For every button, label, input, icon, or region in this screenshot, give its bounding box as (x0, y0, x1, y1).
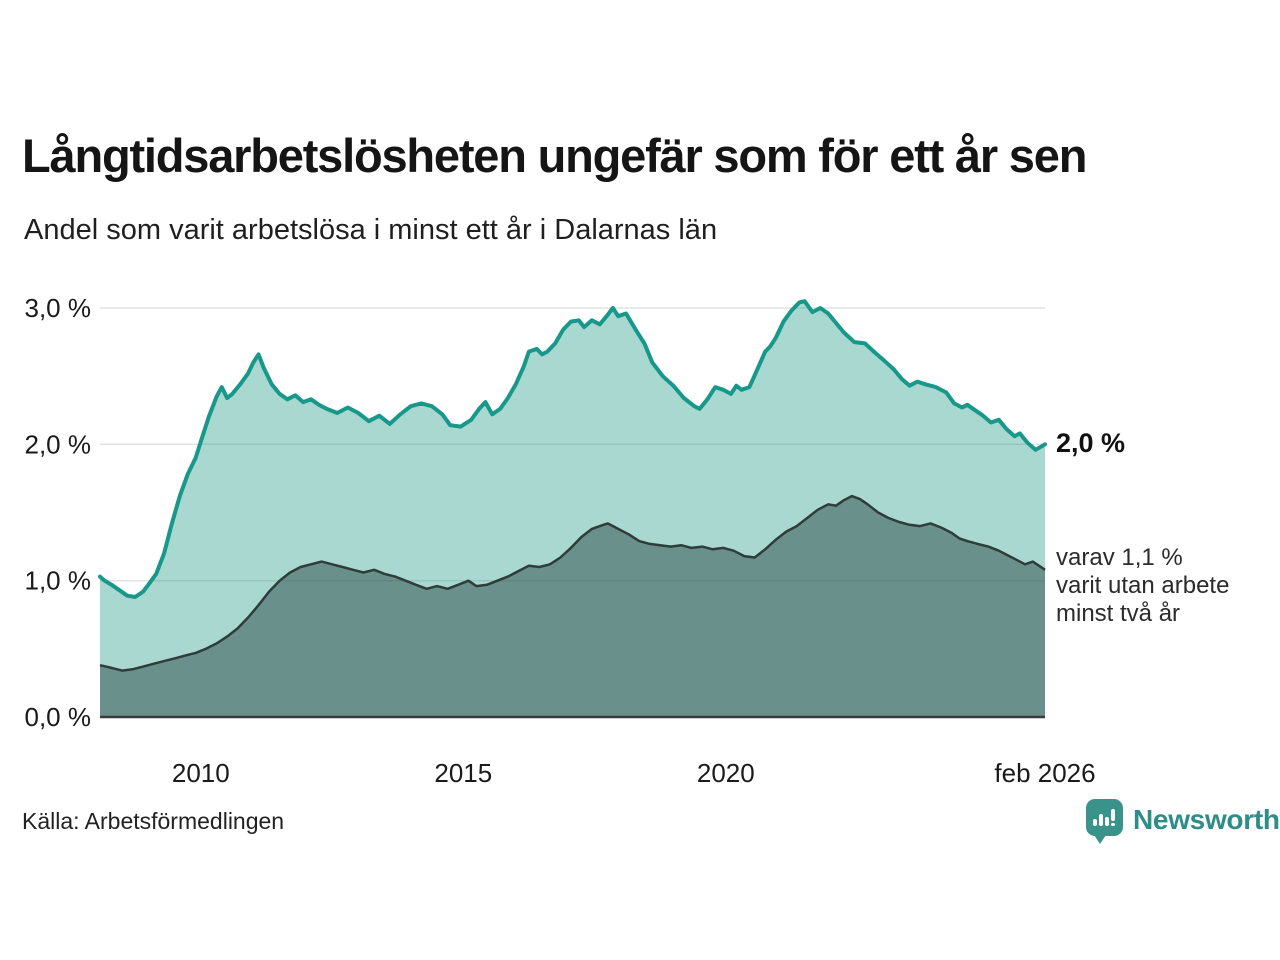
area-minst-ett-ar (100, 301, 1045, 717)
newsworthy-icon (1086, 798, 1123, 844)
page-title: Långtidsarbetslösheten ungefär som för e… (22, 129, 1087, 182)
icon-exclamation-dot (1111, 822, 1115, 826)
chart-subtitle: Andel som varit arbetslösa i minst ett å… (24, 214, 718, 246)
x-tick-label: feb 2026 (994, 758, 1095, 788)
line-minst-ett-ar (98, 299, 1047, 599)
icon-bar (1105, 816, 1109, 826)
annotation-line: minst två år (1056, 600, 1181, 627)
icon-exclamation (1111, 808, 1115, 821)
line-minst-tva-ar (99, 494, 1046, 672)
icon-bar (1099, 813, 1103, 826)
y-tick-label: 1,0 % (25, 566, 92, 596)
brand-name: Newsworthy (1133, 804, 1280, 835)
x-tick-label: 2010 (172, 758, 230, 788)
annotation-line: varav 1,1 % (1056, 544, 1183, 571)
x-tick-label: 2020 (697, 758, 755, 788)
series-annotation: varav 1,1 % varit utan arbete minst två … (1056, 544, 1229, 628)
icon-bar (1093, 818, 1097, 826)
y-tick-label: 2,0 % (25, 429, 92, 459)
y-tick-label: 0,0 % (25, 702, 92, 732)
area-chart: 3,0 % 2,0 % 1,0 % 0,0 % 2010 2015 2020 feb 2026 (25, 293, 1096, 788)
y-tick-label: 3,0 % (25, 293, 92, 323)
area-minst-tva-ar (100, 496, 1045, 717)
series-end-value-label: 2,0 % (1056, 428, 1126, 458)
source-caption: Källa: Arbetsförmedlingen (22, 808, 285, 834)
annotation-line: varit utan arbete (1056, 572, 1230, 599)
x-tick-label: 2015 (434, 758, 492, 788)
brand-logo: Newsworthy (1086, 797, 1280, 844)
